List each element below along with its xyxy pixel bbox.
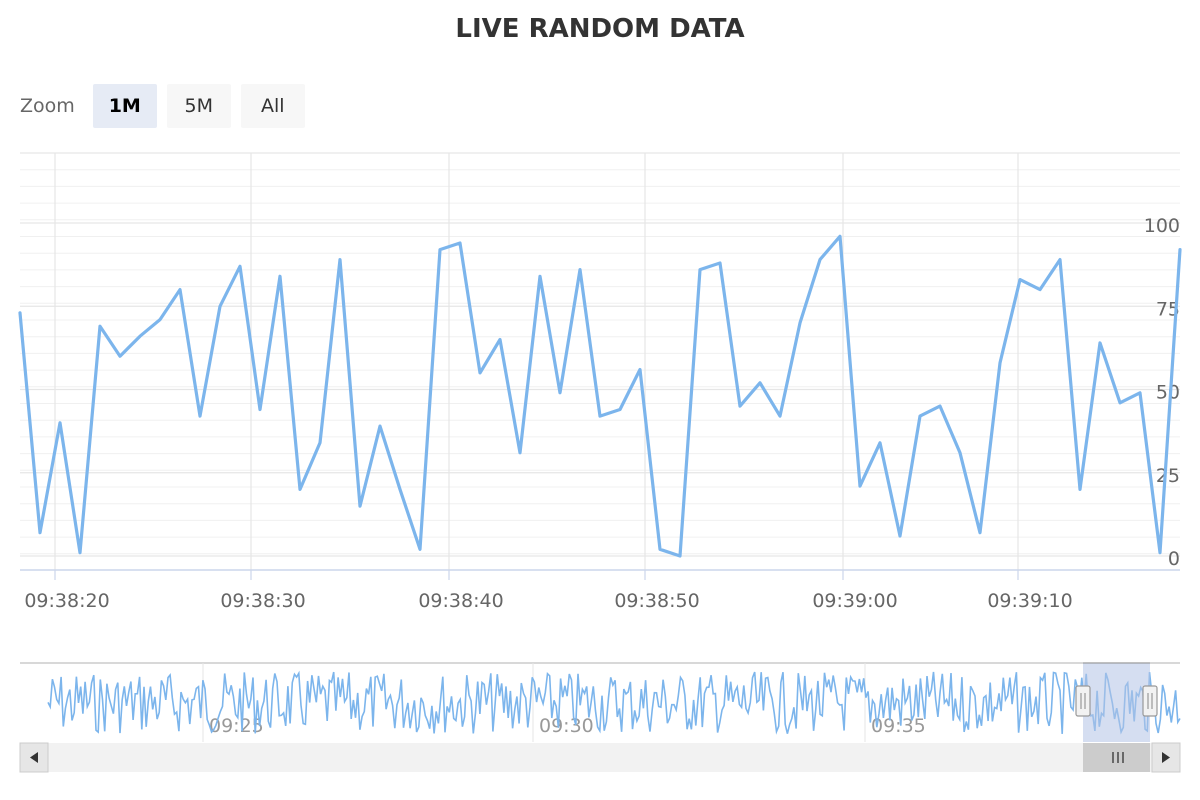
chart-title: LIVE RANDOM DATA [455,14,745,44]
navigator-tick-label: 09:35 [871,715,926,737]
x-axis: 09:38:20 09:38:30 09:38:40 09:38:50 09:39:00… [24,570,1073,612]
y-tick-label: 50 [1156,382,1180,404]
zoom-all-button[interactable]: All [240,84,305,128]
x-tick-label: 09:38:20 [24,590,109,612]
scroll-left-arrow-icon [30,752,38,763]
navigator-range-mask [1083,663,1150,742]
navigator[interactable]: 09:25 09:30 09:35 [20,662,1181,742]
y-axis: 0 25 50 75 100 [1144,215,1180,570]
zoom-5m-button[interactable]: 5M [166,84,231,128]
scrollbar[interactable] [19,742,1181,773]
main-grid [20,152,1180,571]
scrollbar-thumb[interactable] [1083,743,1150,772]
scroll-right-arrow-icon [1162,752,1170,763]
navigator-left-handle[interactable] [1075,685,1091,717]
y-tick-label: 25 [1156,465,1180,487]
navigator-tick-label: 09:25 [209,715,264,737]
series-line [18,234,1182,558]
x-tick-label: 09:39:00 [812,590,897,612]
zoom-label: Zoom [20,95,75,117]
navigator-right-handle[interactable] [1142,685,1158,717]
x-tick-label: 09:39:10 [987,590,1072,612]
y-tick-label: 0 [1168,548,1180,570]
navigator-series [47,670,1181,735]
x-tick-label: 09:38:50 [614,590,699,612]
x-tick-label: 09:38:30 [220,590,305,612]
x-tick-label: 09:38:40 [418,590,503,612]
main-series [18,234,1182,558]
range-selector: Zoom 1M 5M All [20,84,315,128]
scrollbar-track[interactable] [20,743,1180,772]
navigator-tick-label: 09:30 [539,715,594,737]
zoom-1m-button[interactable]: 1M [92,84,157,128]
y-tick-label: 75 [1156,298,1180,320]
y-tick-label: 100 [1144,215,1180,237]
